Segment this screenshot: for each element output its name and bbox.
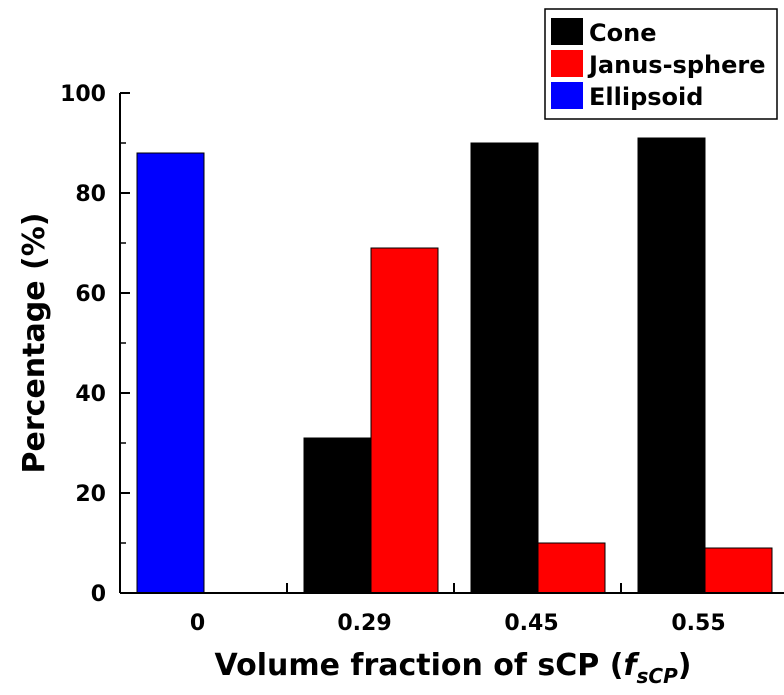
bar-ellipsoid-0	[136, 152, 205, 594]
x-axis-title: Volume fraction of sCP (fsCP)	[215, 648, 692, 688]
x-axis-title-symbol: f	[623, 648, 640, 683]
bar-cone-0-55	[637, 137, 706, 594]
y-ticks-group: 0 20 40 60 80 100	[60, 82, 130, 607]
x-tick-label: 0.55	[671, 611, 725, 636]
legend-label-cone: Cone	[589, 19, 656, 47]
y-axis-title: Percentage (%)	[17, 213, 52, 474]
y-tick-label: 80	[75, 182, 106, 207]
legend-label-janus-sphere: Janus-sphere	[587, 51, 765, 79]
x-axis-title-subscript: sCP	[637, 664, 679, 688]
bars-group	[136, 137, 773, 594]
bar-cone-0-29	[303, 437, 372, 594]
y-tick-label: 40	[75, 382, 106, 407]
x-axis-title-close: )	[678, 648, 692, 683]
y-tick-label: 60	[75, 282, 106, 307]
legend-swatch-janus-sphere	[551, 50, 583, 77]
x-tick-label: 0	[190, 611, 205, 636]
legend-swatch-ellipsoid	[551, 82, 583, 109]
bar-janus-sphere-0-55	[704, 547, 773, 594]
bar-cone-0-45	[470, 142, 539, 594]
x-tick-label: 0.29	[337, 611, 391, 636]
x-ticks-group: 0 0.29 0.45 0.55	[190, 583, 726, 636]
legend-box	[544, 8, 778, 120]
y-tick-label: 100	[60, 82, 106, 107]
bar-janus-sphere-0-45	[537, 542, 606, 594]
y-tick-label: 0	[91, 582, 106, 607]
x-axis-title-main: Volume fraction of sCP (	[215, 648, 624, 683]
legend-swatch-cone	[551, 18, 583, 45]
y-tick-label: 20	[75, 482, 106, 507]
legend-label-ellipsoid: Ellipsoid	[589, 83, 703, 111]
x-tick-label: 0.45	[504, 611, 558, 636]
bar-janus-sphere-0-29	[370, 247, 439, 594]
legend: Cone Janus-sphere Ellipsoid	[544, 8, 778, 120]
